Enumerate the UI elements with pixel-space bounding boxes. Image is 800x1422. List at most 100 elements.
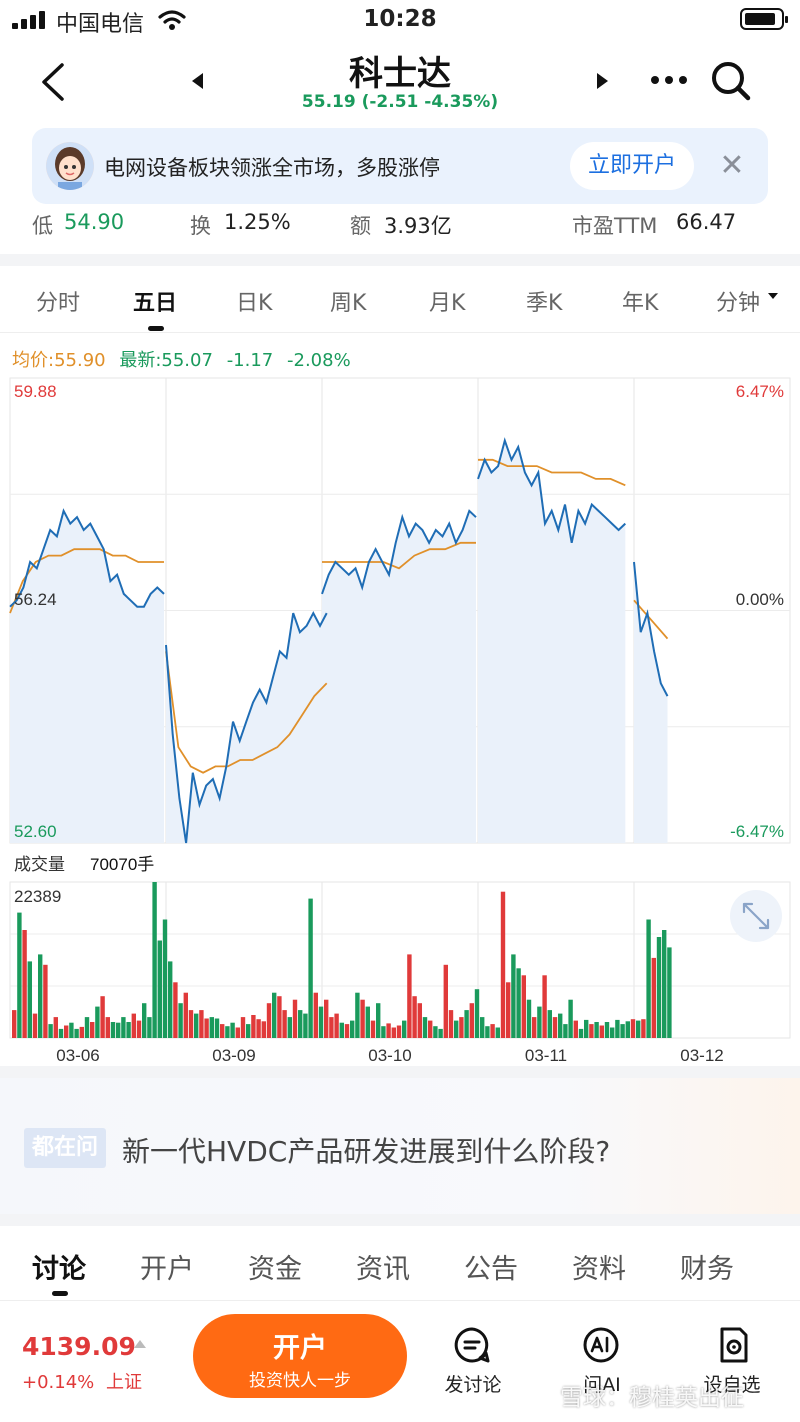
date-label: 03-09 — [212, 1046, 255, 1065]
action-ask-ai[interactable]: 问AI — [583, 1374, 621, 1396]
tab-minute[interactable]: 分钟 — [716, 291, 761, 316]
chevron-down-icon[interactable] — [768, 293, 778, 299]
volume-bar — [230, 1022, 235, 1038]
tab-quarterly-k[interactable]: 季K — [526, 291, 563, 316]
index-change[interactable]: +0.14% 上证 — [22, 1368, 142, 1394]
volume-bar — [594, 1022, 599, 1038]
tab-monthly-k[interactable]: 月K — [429, 291, 466, 316]
ai-icon[interactable] — [582, 1326, 620, 1364]
volume-bar — [469, 1003, 474, 1038]
tab-profile[interactable]: 资料 — [572, 1254, 626, 1285]
price-area — [10, 510, 164, 843]
price-line — [165, 610, 328, 844]
add-watchlist-icon[interactable] — [714, 1326, 752, 1364]
stat-low-value: 54.90 — [64, 210, 125, 234]
volume-bar — [246, 1024, 251, 1038]
volume-bar — [64, 1025, 69, 1038]
volume-bar — [209, 1017, 214, 1038]
next-stock-icon[interactable] — [597, 73, 608, 89]
clock: 10:28 — [363, 6, 437, 32]
stat-turnover-label: 换 — [190, 214, 211, 238]
volume-bar — [636, 1020, 641, 1038]
y-mid-label: 56.24 — [14, 590, 57, 609]
volume-bar — [110, 1022, 116, 1038]
open-account-button[interactable]: 立即开户 — [570, 142, 694, 190]
volume-bar — [183, 992, 188, 1038]
tab-yearly-k[interactable]: 年K — [622, 291, 659, 316]
more-icon[interactable] — [650, 74, 688, 86]
volume-bar — [448, 1010, 454, 1038]
promo-banner[interactable]: 电网设备板块领涨全市场，多股涨停 立即开户 ✕ — [32, 128, 768, 204]
volume-bar — [188, 1010, 194, 1038]
volume-bar — [334, 1013, 339, 1038]
tab-daily-k[interactable]: 日K — [236, 291, 273, 316]
index-change-pct: +0.14% — [22, 1372, 95, 1393]
volume-bar — [630, 1019, 636, 1038]
index-name: 上证 — [106, 1372, 142, 1393]
tab-funds[interactable]: 资金 — [248, 1254, 302, 1285]
tab-intraday[interactable]: 分时 — [36, 291, 81, 316]
volume-bar — [365, 1006, 370, 1038]
price-line — [633, 561, 669, 697]
volume-bar — [573, 1020, 578, 1038]
volume-bar — [370, 1020, 376, 1038]
cta-title: 开户 — [273, 1333, 327, 1364]
tab-discussion[interactable]: 讨论 — [32, 1254, 86, 1285]
banner-text: 电网设备板块领涨全市场，多股涨停 — [104, 156, 440, 180]
tab-news[interactable]: 资讯 — [356, 1254, 410, 1285]
tab-financials[interactable]: 财务 — [680, 1254, 734, 1285]
five-day-chart[interactable]: 59.88 56.24 52.60 6.47% 0.00% -6.47% 成交量… — [0, 370, 800, 1070]
volume-max-label: 22389 — [14, 887, 61, 906]
volume-bar — [641, 1019, 646, 1038]
volume-bar — [43, 964, 48, 1038]
volume-bar — [142, 1003, 147, 1038]
volume-bar — [350, 1020, 355, 1038]
volume-bar — [599, 1025, 604, 1038]
volume-bar — [220, 1024, 225, 1038]
volume-bar — [178, 1003, 183, 1038]
prev-stock-icon[interactable] — [192, 73, 203, 89]
volume-bar — [584, 1019, 589, 1038]
volume-bar — [662, 930, 667, 1038]
volume-bar — [464, 1010, 469, 1038]
tab-five-day[interactable]: 五日 — [133, 291, 178, 316]
question-text[interactable]: 新一代HVDC产品研发进展到什么阶段? — [122, 1135, 611, 1168]
question-banner[interactable] — [0, 1078, 800, 1214]
discuss-icon[interactable] — [453, 1326, 491, 1364]
close-icon[interactable]: ✕ — [719, 148, 745, 183]
fullscreen-icon[interactable] — [730, 890, 782, 942]
volume-bar — [194, 1013, 199, 1038]
avg-price-line — [633, 599, 669, 640]
volume-bar — [303, 1013, 308, 1038]
volume-bar — [225, 1026, 230, 1038]
tab-announcements[interactable]: 公告 — [464, 1254, 518, 1285]
volume-bar — [542, 975, 547, 1038]
back-icon[interactable] — [38, 62, 68, 102]
tab-open-account[interactable]: 开户 — [140, 1254, 194, 1285]
pct-min-label: -6.47% — [730, 822, 784, 841]
volume-frame — [9, 881, 791, 1039]
tab-weekly-k[interactable]: 周K — [330, 291, 367, 316]
volume-bar — [526, 999, 532, 1038]
search-icon[interactable] — [710, 60, 752, 102]
carrier-name: 中国电信 — [56, 12, 145, 37]
action-discuss[interactable]: 发讨论 — [444, 1374, 502, 1396]
volume-bar — [17, 912, 22, 1038]
pct-mid-label: 0.00% — [736, 590, 784, 609]
volume-bar — [168, 961, 173, 1038]
action-add-watchlist[interactable]: 设自选 — [703, 1374, 761, 1396]
price-area — [322, 510, 476, 843]
volume-bar — [22, 930, 27, 1038]
volume-bar — [152, 882, 157, 1038]
volume-bar — [173, 982, 178, 1038]
volume-bar — [32, 1013, 38, 1038]
open-account-cta-button[interactable]: 开户 投资快人一步 — [193, 1314, 407, 1398]
index-value[interactable]: 4139.09 — [22, 1332, 136, 1361]
volume-bar — [454, 1020, 459, 1038]
price-area — [634, 562, 668, 843]
watermark: 雪球：穆桂英出征 — [560, 1385, 744, 1411]
volume-bar — [79, 1026, 84, 1038]
volume-bar — [116, 1022, 121, 1038]
volume-bar — [402, 1020, 407, 1038]
